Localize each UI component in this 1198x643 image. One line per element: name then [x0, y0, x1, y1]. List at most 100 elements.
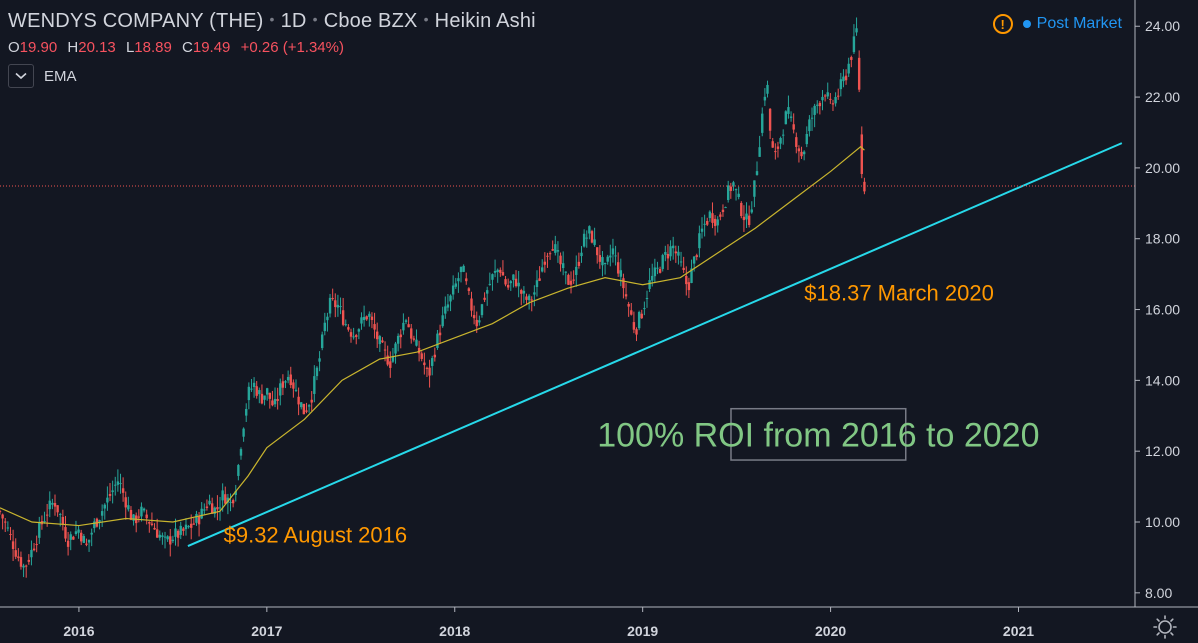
candle-body	[795, 137, 798, 147]
candle-body	[616, 262, 620, 274]
candle-body	[648, 280, 651, 289]
y-tick-label: 12.00	[1145, 443, 1180, 459]
candle-body	[124, 497, 127, 508]
annotations[interactable]: $9.32 August 2016 $18.37 March 2020 100% R…	[224, 281, 1040, 548]
candle-body	[22, 565, 25, 568]
candle-body	[630, 310, 633, 315]
candle-body	[281, 381, 285, 388]
candle-body	[855, 28, 858, 33]
candle-body	[454, 283, 457, 287]
collapse-indicators-button[interactable]	[8, 64, 34, 88]
candle-body	[279, 383, 282, 396]
candle-body	[685, 275, 688, 285]
candle-body	[158, 534, 161, 538]
chart-legend: WENDYS COMPANY (THE) • 1D • Cboe BZX • Heikin …	[8, 10, 536, 88]
candle-body	[197, 516, 201, 525]
candle-body	[548, 253, 552, 255]
candle-body	[726, 185, 730, 200]
chart-settings-icon[interactable]	[1153, 615, 1177, 639]
candle-body	[509, 281, 512, 284]
candle-body	[692, 256, 696, 264]
warning-circle-icon[interactable]: !	[992, 14, 1013, 34]
candle-body	[360, 317, 363, 324]
candle-body	[559, 255, 562, 265]
candle-body	[318, 358, 321, 362]
candle-body	[297, 396, 300, 405]
candle-body	[27, 559, 31, 562]
candle-body	[93, 521, 96, 529]
candle-body	[352, 336, 355, 338]
separator-dot: •	[269, 11, 275, 27]
candle-body	[399, 334, 402, 338]
candle-body	[472, 315, 476, 319]
candle-body	[852, 36, 856, 53]
candle-body	[533, 292, 536, 295]
candle-body	[590, 231, 594, 243]
candle-body	[433, 354, 437, 358]
candle-body	[187, 526, 190, 528]
candle-body	[543, 261, 547, 265]
candle-body	[551, 249, 554, 251]
candle-body	[438, 332, 442, 336]
candle-body	[289, 374, 292, 386]
candle-body	[556, 250, 560, 252]
symbol-title[interactable]: WENDYS COMPANY (THE) • 1D • Cboe BZX • Heikin …	[8, 10, 536, 33]
candle-body	[273, 399, 277, 405]
candle-body	[323, 322, 327, 332]
candle-body	[577, 261, 581, 266]
candle-body	[370, 316, 374, 320]
candle-body	[444, 306, 447, 314]
candle-body	[166, 536, 169, 540]
support-trendline[interactable]	[187, 142, 1123, 548]
candle-body	[294, 389, 298, 391]
ema-indicator-label[interactable]: EMA	[44, 67, 77, 85]
candle-body	[779, 137, 782, 144]
candle-body	[771, 141, 774, 148]
candle-body	[284, 381, 287, 383]
candle-body	[386, 355, 389, 365]
candle-body	[85, 543, 88, 545]
candle-body	[51, 502, 54, 505]
candle-body	[129, 509, 133, 520]
candle-body	[326, 316, 329, 321]
candle-body	[745, 213, 748, 220]
candle-body	[499, 269, 502, 273]
ohlc-values: O19.90 H20.13 L18.89 C19.49 +0.26 (+1.34…	[8, 39, 536, 56]
candle-body	[190, 523, 193, 528]
candle-body	[14, 550, 17, 557]
candle-body	[784, 111, 788, 125]
candle-body	[59, 513, 62, 515]
candle-body	[535, 280, 539, 288]
candle-body	[695, 255, 698, 257]
x-tick-label: 2018	[439, 623, 470, 639]
candle-body	[829, 98, 832, 100]
candle-body	[609, 255, 612, 258]
candle-body	[174, 528, 177, 537]
annotation-march-2020[interactable]: $18.37 March 2020	[804, 281, 994, 306]
candle-body	[389, 361, 392, 368]
x-tick-label: 2021	[1003, 623, 1034, 639]
candle-body	[501, 272, 505, 276]
candle-body	[313, 376, 316, 394]
roi-callout-box[interactable]	[730, 407, 907, 461]
candle-body	[782, 134, 785, 136]
market-status[interactable]: ! Post Market	[992, 14, 1122, 34]
candle-body	[520, 290, 523, 294]
candle-body	[530, 299, 533, 301]
candle-body	[506, 284, 510, 288]
trendline[interactable]	[187, 142, 1123, 548]
candle-body	[182, 528, 185, 531]
candle-body	[415, 339, 418, 346]
candle-body	[119, 483, 122, 485]
candle-body	[774, 151, 777, 153]
candle-body	[729, 186, 733, 191]
candle-body	[45, 514, 49, 516]
candle-body	[428, 367, 431, 376]
candle-body	[48, 500, 51, 510]
annotation-august-2016[interactable]: $9.32 August 2016	[224, 523, 408, 548]
candle-body	[575, 266, 578, 275]
candle-body	[292, 382, 295, 389]
candle-body	[224, 494, 227, 504]
candle-body	[357, 329, 361, 332]
